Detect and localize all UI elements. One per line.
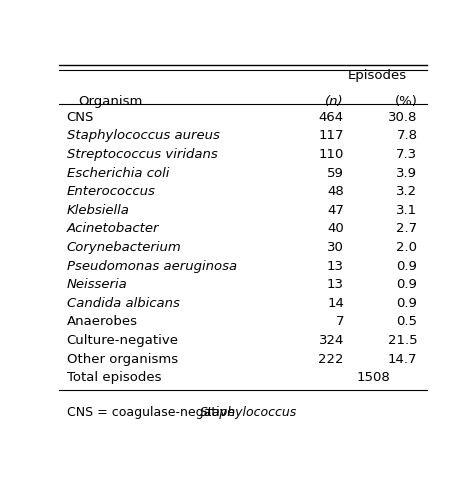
Text: Acinetobacter: Acinetobacter: [66, 222, 159, 235]
Text: Klebsiella: Klebsiella: [66, 204, 129, 217]
Text: Culture-negative: Culture-negative: [66, 334, 179, 347]
Text: 110: 110: [319, 148, 344, 161]
Text: 3.9: 3.9: [396, 167, 418, 180]
Text: CNS: CNS: [66, 111, 94, 124]
Text: 48: 48: [327, 185, 344, 198]
Text: 1508: 1508: [356, 371, 390, 384]
Text: 464: 464: [319, 111, 344, 124]
Text: 117: 117: [319, 129, 344, 142]
Text: Candida albicans: Candida albicans: [66, 297, 180, 310]
Text: Neisseria: Neisseria: [66, 278, 128, 291]
Text: 0.9: 0.9: [397, 259, 418, 272]
Text: 14: 14: [327, 297, 344, 310]
Text: Escherichia coli: Escherichia coli: [66, 167, 169, 180]
Text: Corynebacterium: Corynebacterium: [66, 241, 182, 254]
Text: 21.5: 21.5: [388, 334, 418, 347]
Text: Staphylococcus: Staphylococcus: [200, 406, 297, 419]
Text: Streptococcus viridans: Streptococcus viridans: [66, 148, 218, 161]
Text: 2.0: 2.0: [396, 241, 418, 254]
Text: Staphylococcus aureus: Staphylococcus aureus: [66, 129, 219, 142]
Text: Anaerobes: Anaerobes: [66, 315, 137, 328]
Text: 30.8: 30.8: [388, 111, 418, 124]
Text: 0.5: 0.5: [396, 315, 418, 328]
Text: 3.2: 3.2: [396, 185, 418, 198]
Text: 324: 324: [319, 334, 344, 347]
Text: 13: 13: [327, 278, 344, 291]
Text: 0.9: 0.9: [397, 297, 418, 310]
Text: (n): (n): [325, 95, 344, 108]
Text: 7: 7: [336, 315, 344, 328]
Text: 3.1: 3.1: [396, 204, 418, 217]
Text: (%): (%): [394, 95, 418, 108]
Text: 7.8: 7.8: [396, 129, 418, 142]
Text: 0.9: 0.9: [397, 278, 418, 291]
Text: 30: 30: [327, 241, 344, 254]
Text: 40: 40: [327, 222, 344, 235]
Text: 2.7: 2.7: [396, 222, 418, 235]
Text: Enterococcus: Enterococcus: [66, 185, 155, 198]
Text: Other organisms: Other organisms: [66, 353, 178, 366]
Text: 13: 13: [327, 259, 344, 272]
Text: Organism: Organism: [79, 95, 143, 108]
Text: Total episodes: Total episodes: [66, 371, 161, 384]
Text: Episodes: Episodes: [347, 69, 407, 82]
Text: .: .: [275, 406, 279, 419]
Text: CNS = coagulase-negative: CNS = coagulase-negative: [66, 406, 238, 419]
Text: 59: 59: [327, 167, 344, 180]
Text: 47: 47: [327, 204, 344, 217]
Text: 222: 222: [319, 353, 344, 366]
Text: Pseudomonas aeruginosa: Pseudomonas aeruginosa: [66, 259, 237, 272]
Text: 14.7: 14.7: [388, 353, 418, 366]
Text: 7.3: 7.3: [396, 148, 418, 161]
